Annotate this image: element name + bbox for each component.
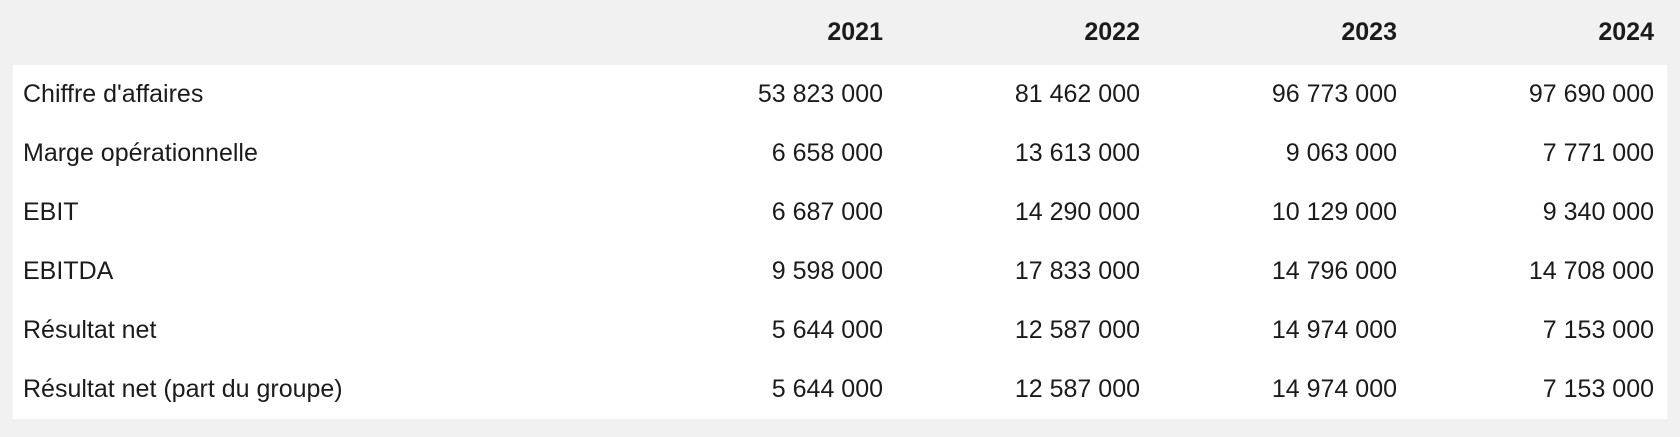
row-label: Marge opérationnelle — [23, 139, 258, 167]
cell-value: 12 587 000 — [1014, 316, 1140, 344]
table-row-ebitda: EBITDA 9 598 000 17 833 000 14 796 000 1… — [13, 242, 1667, 301]
cell-value: 9 598 000 — [771, 257, 883, 285]
cell-value: 14 974 000 — [1271, 316, 1397, 344]
cell-value: 14 708 000 — [1528, 257, 1654, 285]
cell-value: 13 613 000 — [1014, 139, 1140, 167]
header-year-2022: 2022 — [1084, 18, 1140, 46]
cell-value: 97 690 000 — [1528, 80, 1654, 108]
header-empty-cell — [13, 0, 639, 65]
cell-value: 5 644 000 — [771, 316, 883, 344]
financials-table: 2021 2022 2023 2024 Chiffre d'affaires 5… — [13, 0, 1667, 419]
cell-value: 12 587 000 — [1014, 375, 1140, 403]
table-row-resultat-net-part-groupe: Résultat net (part du groupe) 5 644 000 … — [13, 360, 1667, 419]
row-label: EBIT — [23, 198, 79, 226]
cell-value: 14 974 000 — [1271, 375, 1397, 403]
table-row-chiffre-affaires: Chiffre d'affaires 53 823 000 81 462 000… — [13, 65, 1667, 124]
header-year-2024: 2024 — [1598, 18, 1654, 46]
cell-value: 96 773 000 — [1271, 80, 1397, 108]
cell-value: 10 129 000 — [1271, 198, 1397, 226]
cell-value: 81 462 000 — [1014, 80, 1140, 108]
financials-table-section: 2021 2022 2023 2024 Chiffre d'affaires 5… — [13, 0, 1667, 419]
header-year-2021: 2021 — [827, 18, 883, 46]
table-header-row: 2021 2022 2023 2024 — [13, 0, 1667, 65]
cell-value: 53 823 000 — [757, 80, 883, 108]
header-year-2023: 2023 — [1341, 18, 1397, 46]
row-label: Résultat net — [23, 316, 157, 344]
row-label: Résultat net (part du groupe) — [23, 375, 343, 403]
table-row-resultat-net: Résultat net 5 644 000 12 587 000 14 974… — [13, 301, 1667, 360]
cell-value: 7 153 000 — [1542, 375, 1654, 403]
row-label: Chiffre d'affaires — [23, 80, 204, 108]
table-row-marge-operationnelle: Marge opérationnelle 6 658 000 13 613 00… — [13, 124, 1667, 183]
row-label: EBITDA — [23, 257, 114, 285]
cell-value: 6 658 000 — [771, 139, 883, 167]
cell-value: 17 833 000 — [1014, 257, 1140, 285]
cell-value: 6 687 000 — [771, 198, 883, 226]
cell-value: 9 340 000 — [1542, 198, 1654, 226]
cell-value: 5 644 000 — [771, 375, 883, 403]
cell-value: 7 771 000 — [1542, 139, 1654, 167]
cell-value: 14 290 000 — [1014, 198, 1140, 226]
cell-value: 9 063 000 — [1285, 139, 1397, 167]
cell-value: 7 153 000 — [1542, 316, 1654, 344]
table-row-ebit: EBIT 6 687 000 14 290 000 10 129 000 9 3… — [13, 183, 1667, 242]
cell-value: 14 796 000 — [1271, 257, 1397, 285]
